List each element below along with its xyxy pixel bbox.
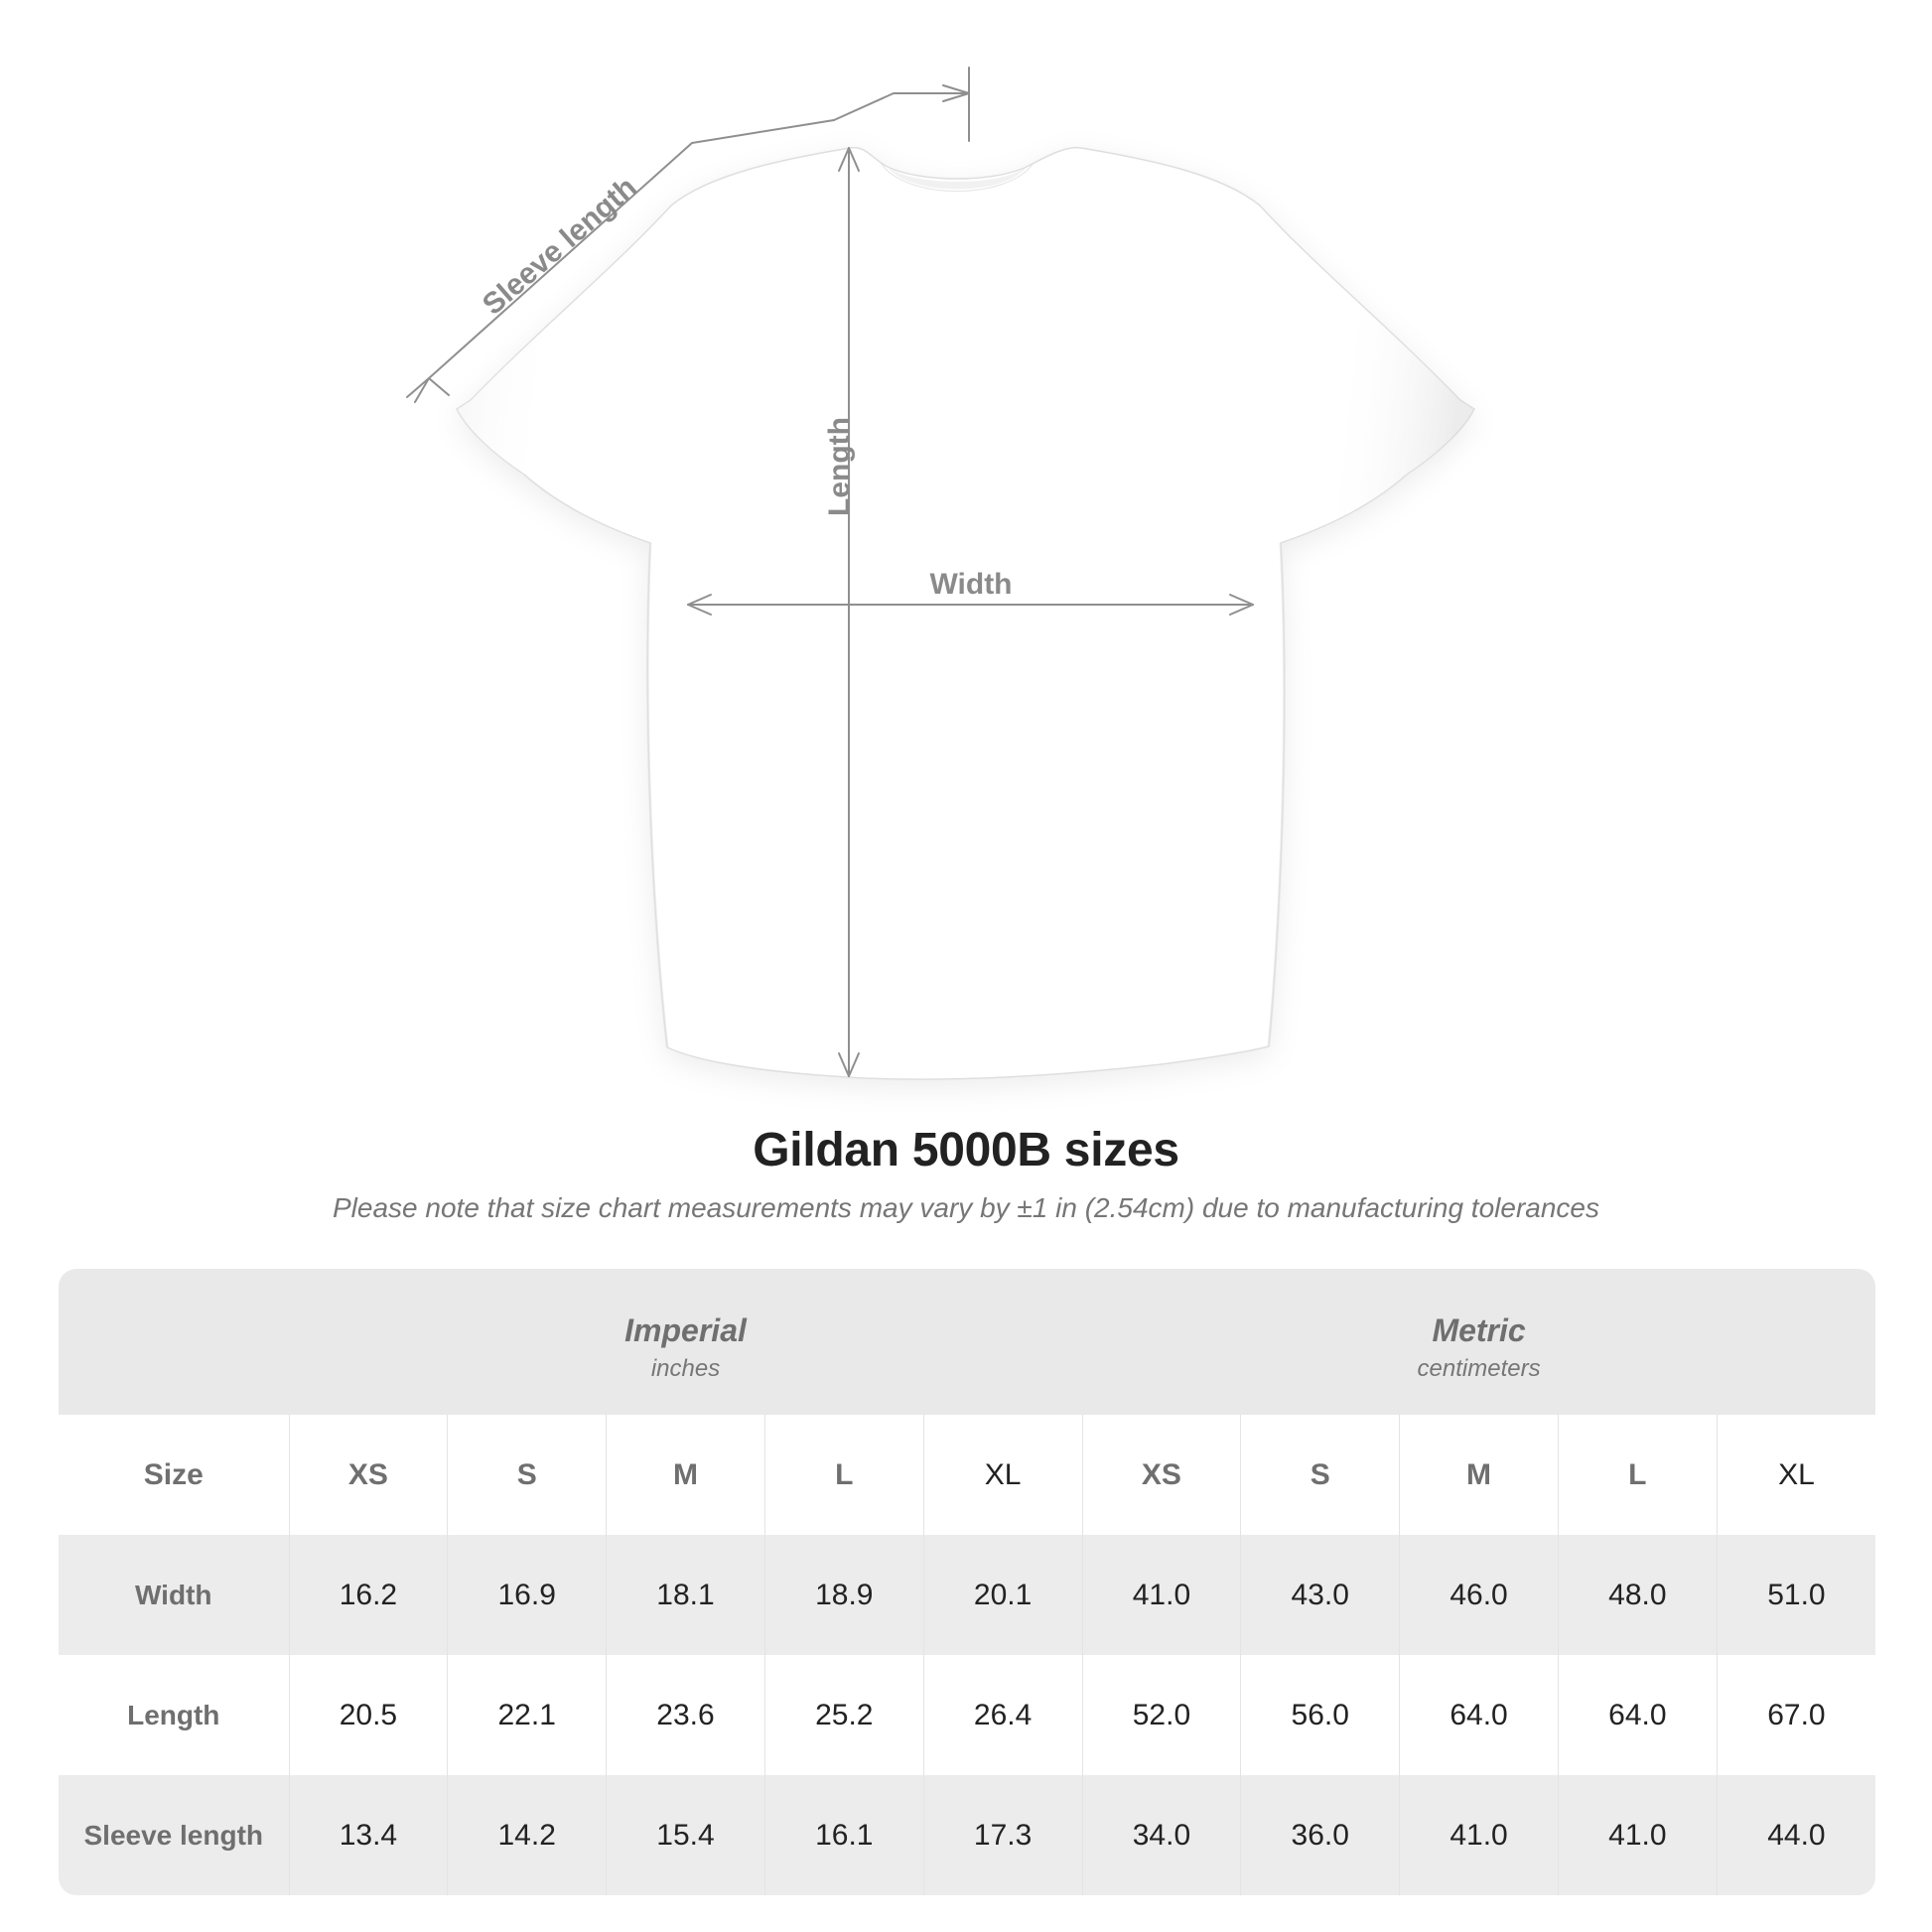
svg-text:Length: Length — [823, 417, 856, 516]
svg-text:Width: Width — [929, 568, 1012, 601]
